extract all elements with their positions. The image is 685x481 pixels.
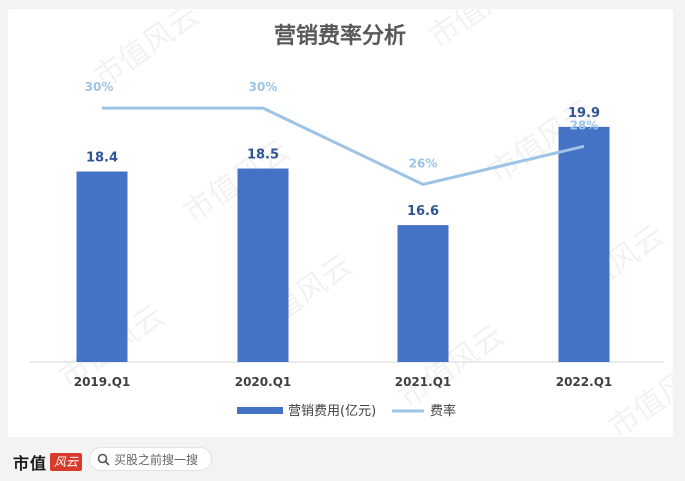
watermark-text: 市值风云 xyxy=(423,9,541,56)
chart-title: 营销费率分析 xyxy=(274,23,406,49)
search-box[interactable]: 买股之前搜一搜 xyxy=(89,447,212,471)
line-value-label: 28% xyxy=(570,118,599,132)
bar-value-label: 18.5 xyxy=(247,148,279,163)
bar-value-label: 16.6 xyxy=(407,204,439,219)
line-value-label: 26% xyxy=(409,156,438,170)
rate-line xyxy=(102,106,585,186)
brand-badge: 风云 xyxy=(50,453,83,471)
x-tick-label: 2022.Q1 xyxy=(556,375,613,389)
footer: 市值 风云 买股之前搜一搜 xyxy=(0,440,685,481)
chart-card: 市值风云市值风云市值风云市值风云市值风云市值风云市值风云市值风云市值风云 营销费… xyxy=(8,9,673,437)
x-tick-label: 2021.Q1 xyxy=(395,375,452,389)
search-placeholder: 买股之前搜一搜 xyxy=(114,452,199,467)
line-value-label: 30% xyxy=(85,80,114,94)
watermark-text: 市值风云 xyxy=(603,348,673,437)
bar xyxy=(558,126,610,362)
bar xyxy=(76,171,128,362)
line-value-label: 30% xyxy=(249,80,278,94)
bar xyxy=(237,168,289,362)
legend: 营销费用(亿元) 费率 xyxy=(237,403,456,419)
brand-logo: 市值 风云 xyxy=(13,450,83,474)
legend-label-line: 费率 xyxy=(430,403,456,419)
x-tick-label: 2019.Q1 xyxy=(74,375,131,389)
legend-label-bar: 营销费用(亿元) xyxy=(288,404,376,419)
search-icon xyxy=(97,453,110,466)
x-tick-label: 2020.Q1 xyxy=(235,375,292,389)
bar xyxy=(397,225,449,362)
chart: 市值风云市值风云市值风云市值风云市值风云市值风云市值风云市值风云市值风云 营销费… xyxy=(30,9,673,437)
bar-value-label: 19.9 xyxy=(568,106,600,121)
bar-value-label: 18.4 xyxy=(86,151,118,166)
brand-text: 市值 xyxy=(13,454,48,473)
legend-swatch-bar xyxy=(237,407,283,414)
